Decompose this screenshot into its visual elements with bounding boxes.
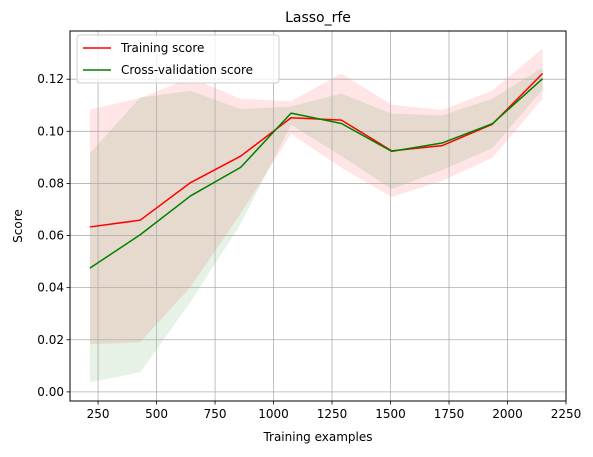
y-tick-label: 0.06 xyxy=(37,229,64,243)
y-tick-label: 0.08 xyxy=(37,176,64,190)
x-tick-label: 2250 xyxy=(551,407,582,421)
chart-title: Lasso_rfe xyxy=(285,10,351,26)
x-tick-label: 1750 xyxy=(434,407,465,421)
x-tick-label: 2000 xyxy=(492,407,523,421)
confidence-bands xyxy=(89,48,543,383)
x-tick-label: 1000 xyxy=(258,407,289,421)
legend-frame xyxy=(76,34,280,84)
y-tick-label: 0.10 xyxy=(37,124,64,138)
y-tick-label: 0.12 xyxy=(37,72,64,86)
legend: Training score Cross-validation score xyxy=(76,34,280,84)
legend-label-cross-validation: Cross-validation score xyxy=(121,63,253,77)
x-tick-label: 1250 xyxy=(317,407,348,421)
x-tick-label: 1500 xyxy=(375,407,406,421)
y-tick-label: 0.02 xyxy=(37,333,64,347)
confidence-band-0 xyxy=(89,48,543,345)
series-line-1 xyxy=(89,78,544,269)
x-tick-label: 500 xyxy=(145,407,168,421)
grid xyxy=(70,31,567,401)
legend-label-training: Training score xyxy=(120,41,204,55)
y-tick-label: 0.00 xyxy=(37,385,64,399)
series-lines xyxy=(89,72,544,269)
x-tick-label: 750 xyxy=(204,407,227,421)
confidence-band-1 xyxy=(89,67,543,383)
y-tick-label: 0.04 xyxy=(37,281,64,295)
axis-ticks: 250 500 750 1000 1250 1500 1750 2000 2250 0.00 0.0… xyxy=(37,72,581,421)
y-axis-label: Score xyxy=(11,209,25,243)
plot-frame xyxy=(69,30,567,402)
x-tick-label: 250 xyxy=(87,407,110,421)
x-axis-label: Training examples xyxy=(262,430,372,444)
